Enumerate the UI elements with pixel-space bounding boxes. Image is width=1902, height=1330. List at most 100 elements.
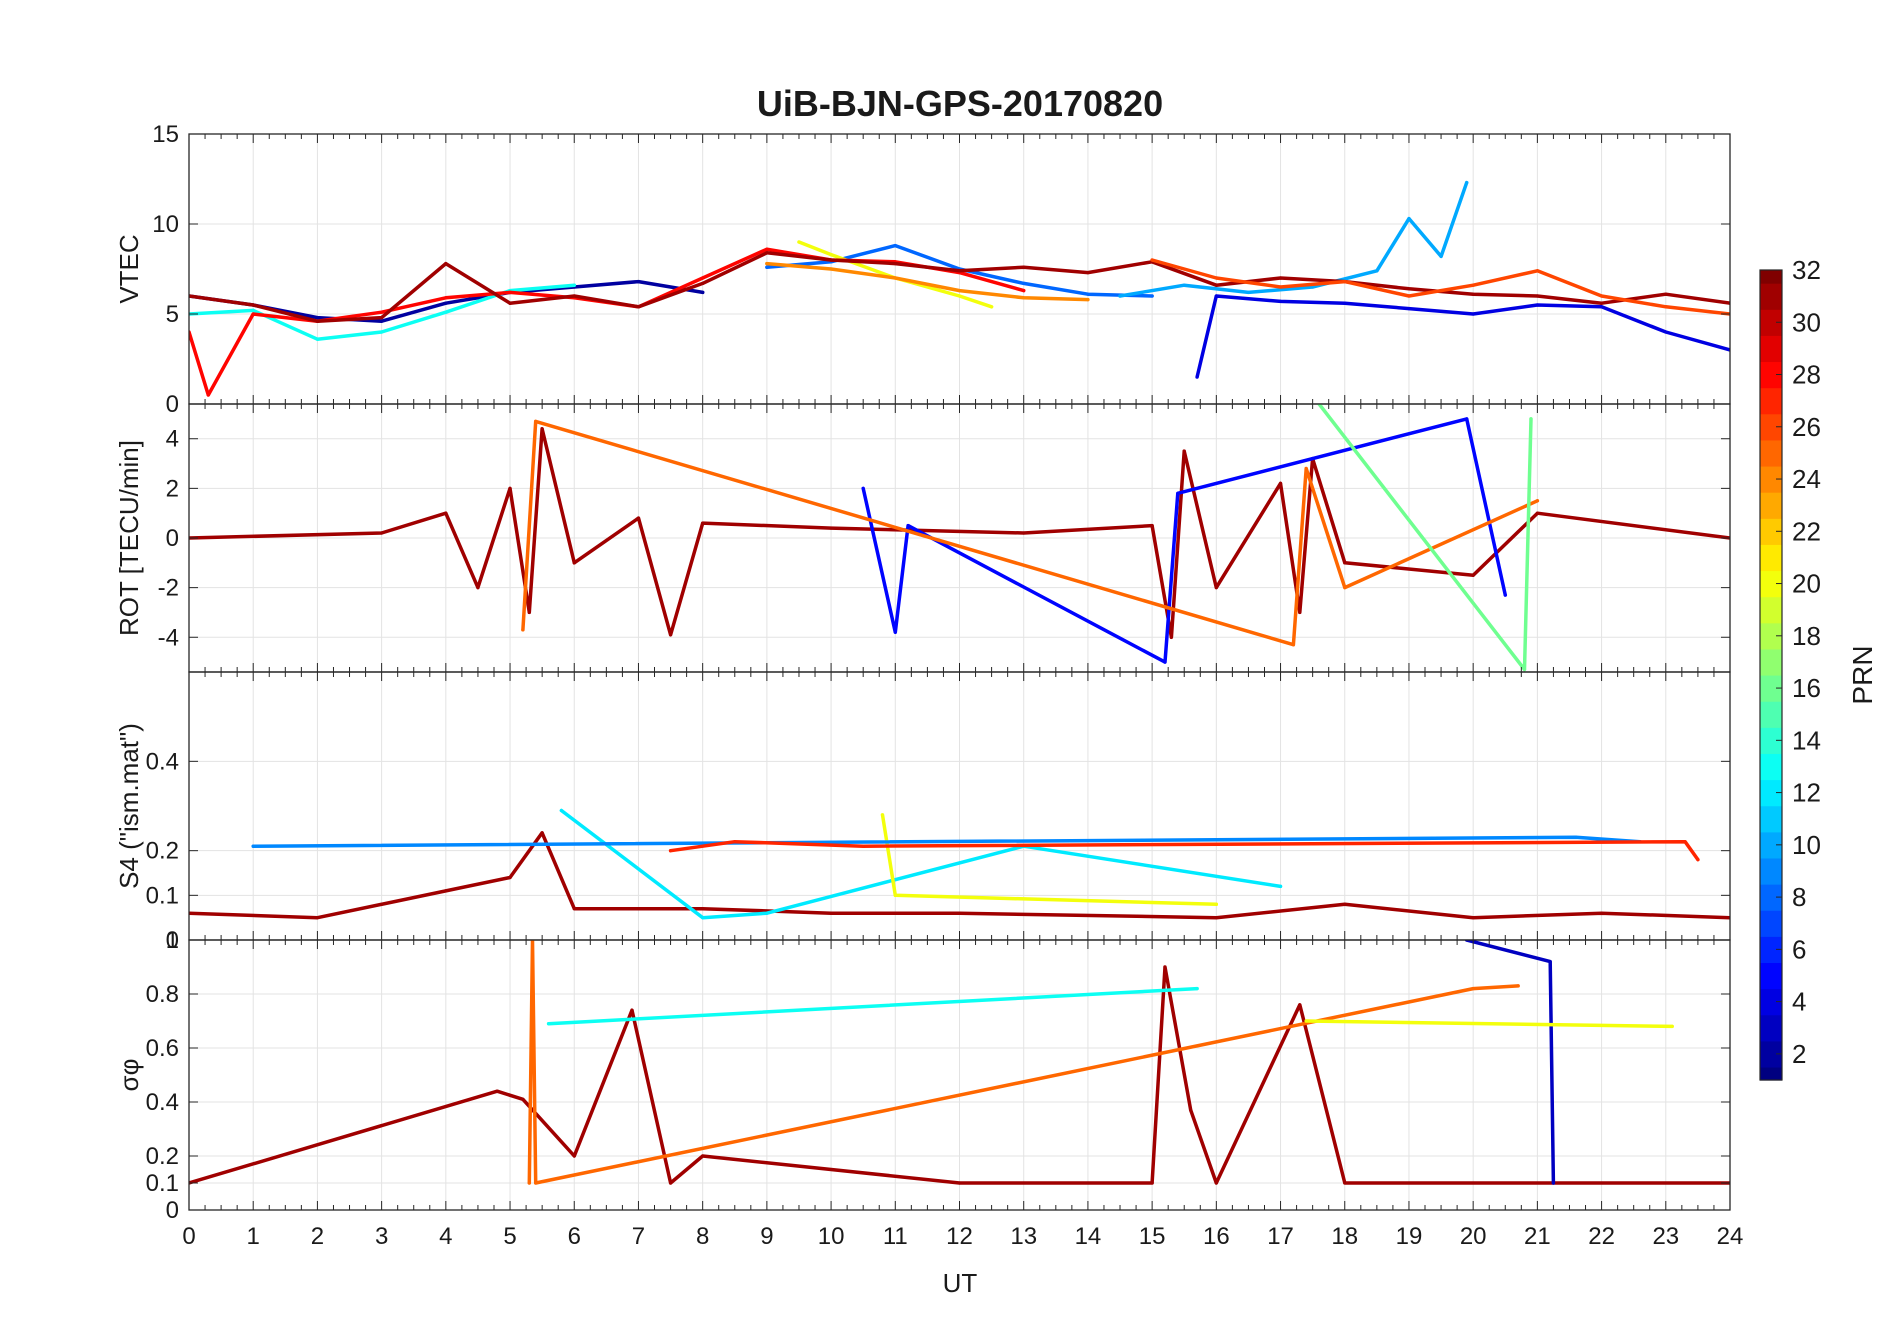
data-point (1343, 1181, 1347, 1185)
data-point (1086, 298, 1090, 302)
y-axis-label: VTEC (114, 234, 144, 303)
colorbar-tick-label: 22 (1792, 516, 1821, 546)
data-point (1278, 481, 1283, 486)
data-point (1195, 375, 1199, 379)
data-point (1465, 417, 1469, 421)
x-tick-label: 14 (1075, 1223, 1102, 1250)
data-point (527, 610, 531, 615)
data-point (444, 511, 448, 515)
data-point (1529, 417, 1533, 421)
data-point (1304, 466, 1308, 471)
y-tick-label: 0 (166, 525, 179, 552)
data-point (1599, 294, 1604, 298)
x-axis-label: UT (943, 1268, 978, 1298)
colorbar-swatch (1760, 675, 1782, 702)
x-tick-label: 17 (1267, 1223, 1294, 1250)
figure-title: UiB-BJN-GPS-20170820 (757, 83, 1163, 124)
data-point (906, 523, 910, 528)
colorbar-swatch (1760, 701, 1782, 728)
series-line-prn (546, 986, 1199, 1026)
data-point (1471, 987, 1475, 991)
data-point (1278, 299, 1283, 303)
data-point (990, 305, 994, 309)
data-point (1471, 292, 1475, 296)
x-tick-label: 6 (568, 1223, 581, 1250)
data-point (1551, 1181, 1556, 1185)
data-point (1407, 307, 1411, 311)
data-point (1182, 449, 1186, 453)
data-point (315, 316, 320, 320)
data-point (572, 561, 576, 565)
data-point (1548, 960, 1552, 964)
data-point (1471, 573, 1475, 577)
colorbar-swatch (1760, 936, 1782, 964)
data-point (572, 907, 576, 911)
data-point (1278, 285, 1283, 289)
data-point (1189, 1108, 1193, 1112)
y-tick-label: 0.4 (146, 1089, 179, 1116)
colorbar-swatch (1760, 570, 1782, 598)
data-point (315, 916, 320, 920)
colorbar-tick-label: 20 (1792, 569, 1821, 599)
data-point (829, 258, 833, 262)
colorbar-swatch (1760, 884, 1782, 911)
data-point (1214, 916, 1218, 920)
data-point (1471, 916, 1475, 920)
data-point (521, 1097, 525, 1101)
colorbar-swatch (1760, 465, 1782, 493)
data-point (251, 844, 255, 848)
colorbar-swatch (1760, 492, 1782, 519)
colorbar-swatch (1760, 727, 1782, 754)
series-line-prn (1118, 180, 1469, 298)
series-line-prn (1150, 258, 1730, 316)
data-point (893, 630, 897, 634)
colorbar-swatch (1760, 283, 1782, 310)
data-point (1022, 531, 1026, 535)
y-tick-label: 0 (166, 1197, 179, 1224)
data-point (829, 253, 833, 257)
data-point (527, 1181, 531, 1185)
data-point (1465, 181, 1469, 185)
colorbar-tick-label: 4 (1792, 987, 1806, 1017)
data-point (1278, 276, 1283, 280)
data-point (1022, 281, 1026, 285)
data-point (957, 1181, 962, 1185)
y-axis-label: ROT [TECU/min] (114, 440, 144, 636)
colorbar-tick-label: 18 (1792, 621, 1821, 651)
colorbar-swatch (1760, 518, 1782, 545)
y-tick-label: 0.2 (146, 838, 179, 865)
colorbar-tick-label: 2 (1792, 1039, 1806, 1069)
data-point (251, 312, 255, 316)
data-point (797, 240, 801, 244)
colorbar-swatch (1760, 857, 1782, 885)
data-point (1535, 499, 1539, 503)
data-point (1086, 271, 1090, 275)
colorbar-tick-label: 24 (1792, 464, 1821, 494)
data-point (559, 808, 564, 813)
colorbar-swatch (1760, 439, 1782, 467)
data-point (701, 1154, 705, 1158)
panel-vtec: 0 5 10 15 VTEC (114, 121, 1731, 418)
data-point (508, 875, 512, 880)
x-tick-label: 21 (1524, 1223, 1551, 1250)
data-point (1291, 643, 1295, 647)
data-point (1407, 217, 1411, 221)
data-point (1439, 254, 1443, 258)
data-point (1022, 296, 1026, 300)
y-tick-label: 0.2 (146, 1143, 179, 1170)
x-tick-label: 24 (1717, 1223, 1744, 1250)
data-point (765, 911, 769, 915)
data-point (315, 337, 320, 341)
colorbar-frame (1759, 269, 1783, 1081)
data-point (1407, 294, 1411, 298)
data-point (733, 840, 737, 844)
data-point (1522, 667, 1527, 672)
data-point (1214, 1181, 1218, 1185)
data-point (1343, 561, 1347, 565)
data-point (636, 305, 641, 309)
data-point (546, 1022, 551, 1026)
x-tick-label: 1 (247, 1223, 260, 1250)
data-point (636, 516, 641, 520)
